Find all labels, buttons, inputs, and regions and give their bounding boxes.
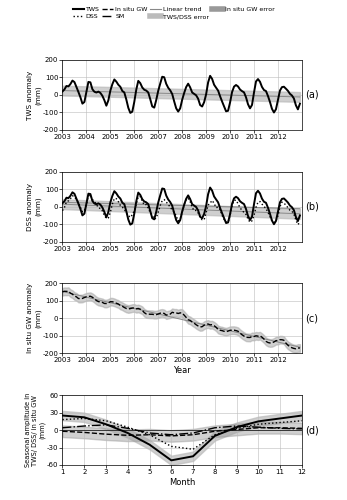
- Y-axis label: DSS anomaly
(mm): DSS anomaly (mm): [27, 182, 41, 230]
- Text: (a): (a): [305, 90, 319, 100]
- Text: (c): (c): [305, 314, 319, 324]
- Y-axis label: Seasonal amplitude in
TWS/ DSS/ in situ GW
(mm): Seasonal amplitude in TWS/ DSS/ in situ …: [25, 393, 45, 468]
- Y-axis label: In situ GW anomaly
(mm): In situ GW anomaly (mm): [27, 283, 41, 354]
- Text: (d): (d): [305, 425, 319, 435]
- Y-axis label: TWS anomaly
(mm): TWS anomaly (mm): [27, 70, 41, 120]
- Text: (b): (b): [305, 202, 319, 211]
- X-axis label: Month: Month: [169, 478, 195, 487]
- Legend: TWS, DSS, In situ GW, SM, Linear trend, TWS/DSS error, In situ GW error: TWS, DSS, In situ GW, SM, Linear trend, …: [71, 6, 276, 20]
- X-axis label: Year: Year: [173, 366, 191, 375]
